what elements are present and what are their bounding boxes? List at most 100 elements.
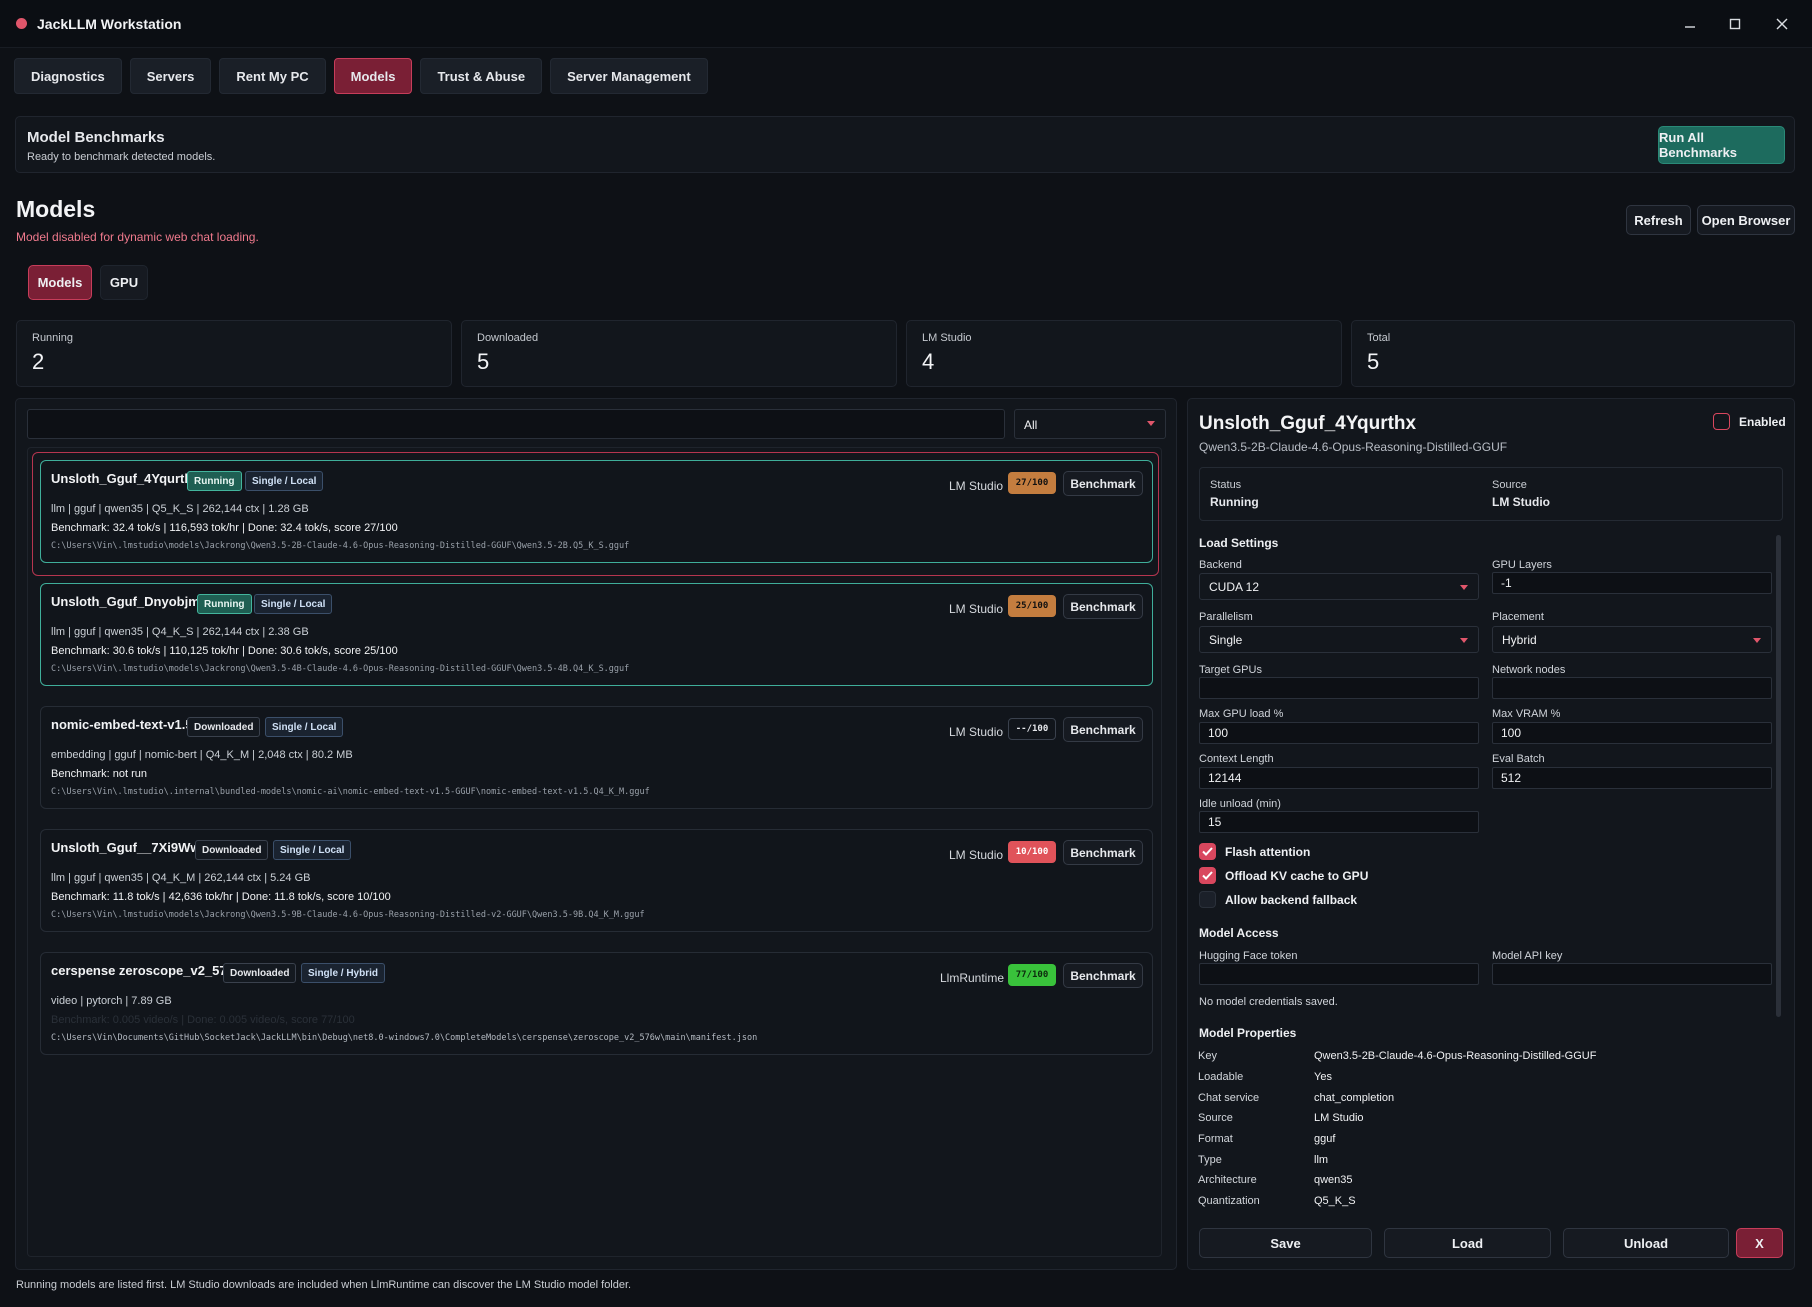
property-key: Format (1198, 1133, 1233, 1145)
checkbox-box[interactable] (1199, 891, 1216, 908)
model-path: C:\Users\Vin\.lmstudio\models\Jackrong\Q… (51, 664, 630, 674)
property-value: chat_completion (1314, 1092, 1395, 1104)
app-title: JackLLM Workstation (37, 15, 182, 32)
allow-fallback-label: Allow backend fallback (1225, 892, 1358, 907)
benchmark-button[interactable]: Benchmark (1063, 840, 1143, 865)
api-key-input[interactable] (1492, 963, 1772, 985)
max-vram-label: Max VRAM % (1492, 708, 1561, 720)
stat-label: Downloaded (477, 332, 539, 344)
minimize-icon[interactable] (1667, 0, 1713, 48)
benchmarks-status: Ready to benchmark detected models. (27, 151, 216, 163)
search-input[interactable] (27, 409, 1005, 439)
mode-badge: Single / Local (273, 840, 352, 860)
model-card[interactable]: Unsloth_Gguf_Dnyobjmd Running Single / L… (40, 583, 1153, 686)
offload-kv-checkbox[interactable]: Offload KV cache to GPU (1199, 867, 1368, 884)
property-key: Architecture (1198, 1174, 1257, 1186)
max-gpu-load-label: Max GPU load % (1199, 708, 1284, 720)
maximize-icon[interactable] (1712, 0, 1758, 48)
gpu-layers-input[interactable]: -1 (1492, 572, 1772, 594)
flash-attention-label: Flash attention (1225, 844, 1311, 859)
benchmark-button[interactable]: Benchmark (1063, 594, 1143, 619)
allow-fallback-checkbox[interactable]: Allow backend fallback (1199, 891, 1357, 908)
stat-value: 5 (477, 349, 490, 374)
model-card[interactable]: cerspense zeroscope_v2_576w Downloaded S… (40, 952, 1153, 1055)
checkbox-box[interactable] (1199, 867, 1216, 884)
benchmark-button[interactable]: Benchmark (1063, 717, 1143, 742)
model-name: nomic-embed-text-v1.5 (51, 717, 193, 732)
mode-badge: Single / Local (254, 594, 333, 614)
tab-servers[interactable]: Servers (129, 58, 212, 94)
mode-badge: Single / Hybrid (301, 963, 386, 983)
run-all-benchmarks-button[interactable]: Run All Benchmarks (1658, 126, 1785, 164)
page-title: Models (16, 196, 96, 222)
save-button[interactable]: Save (1199, 1228, 1372, 1258)
model-meta: llm | gguf | qwen35 | Q4_K_S | 262,144 c… (51, 626, 309, 638)
model-name: Unsloth_Gguf_Dnyobjmd (51, 594, 208, 609)
placement-select[interactable]: Hybrid (1492, 626, 1772, 653)
model-benchmark: Benchmark: 0.005 video/s | Done: 0.005 v… (51, 1014, 355, 1026)
mode-badge: Single / Local (245, 471, 324, 491)
title-bar: JackLLM Workstation (0, 0, 1812, 48)
chevron-down-icon (1147, 421, 1155, 426)
refresh-button[interactable]: Refresh (1626, 205, 1691, 235)
main-tabs: Diagnostics Servers Rent My PC Models Tr… (14, 58, 708, 94)
filter-select-value: All (1024, 418, 1038, 432)
tab-server-management[interactable]: Server Management (550, 58, 708, 94)
stat-lm-studio: LM Studio 4 (906, 320, 1342, 387)
max-gpu-load-input[interactable]: 100 (1199, 722, 1479, 744)
model-meta: video | pytorch | 7.89 GB (51, 995, 172, 1007)
model-meta: llm | gguf | qwen35 | Q4_K_M | 262,144 c… (51, 872, 311, 884)
target-gpus-input[interactable] (1199, 677, 1479, 699)
tab-diagnostics[interactable]: Diagnostics (14, 58, 122, 94)
model-name: Unsloth_Gguf__7Xi9Wwh (51, 840, 209, 855)
tab-rent-my-pc[interactable]: Rent My PC (219, 58, 326, 94)
chevron-down-icon (1460, 585, 1468, 590)
backend-select[interactable]: CUDA 12 (1199, 573, 1479, 600)
idle-unload-input[interactable]: 15 (1199, 811, 1479, 833)
benchmark-button[interactable]: Benchmark (1063, 963, 1143, 988)
tab-trust-abuse[interactable]: Trust & Abuse (420, 58, 543, 94)
benchmark-button[interactable]: Benchmark (1063, 471, 1143, 496)
context-length-input[interactable]: 12144 (1199, 767, 1479, 789)
placement-label: Placement (1492, 611, 1544, 623)
flash-attention-checkbox[interactable]: Flash attention (1199, 843, 1310, 860)
load-button[interactable]: Load (1384, 1228, 1551, 1258)
score-badge: 25/100 (1008, 595, 1056, 617)
parallelism-select[interactable]: Single (1199, 626, 1479, 653)
scrollbar[interactable] (1776, 535, 1781, 1017)
model-benchmark: Benchmark: 30.6 tok/s | 110,125 tok/hr |… (51, 645, 398, 657)
score-badge: 10/100 (1008, 841, 1056, 863)
model-path: C:\Users\Vin\.lmstudio\.internal\bundled… (51, 787, 650, 797)
stat-label: Total (1367, 332, 1391, 344)
model-card[interactable]: nomic-embed-text-v1.5 Downloaded Single … (40, 706, 1153, 809)
model-source: LM Studio (949, 848, 1004, 862)
subtab-models[interactable]: Models (28, 265, 92, 300)
property-value: Qwen3.5-2B-Claude-4.6-Opus-Reasoning-Dis… (1314, 1050, 1597, 1062)
subtab-gpu[interactable]: GPU (100, 265, 148, 300)
checkbox-box[interactable] (1713, 413, 1730, 430)
unload-button[interactable]: Unload (1563, 1228, 1729, 1258)
property-value: gguf (1314, 1133, 1336, 1145)
stat-value: 4 (922, 349, 935, 374)
model-card[interactable]: Unsloth_Gguf_4Yqurthx Running Single / L… (40, 460, 1153, 563)
close-detail-button[interactable]: X (1736, 1228, 1783, 1258)
status-badge: Downloaded (187, 717, 261, 737)
network-nodes-input[interactable] (1492, 677, 1772, 699)
score-badge: 27/100 (1008, 472, 1056, 494)
model-card[interactable]: Unsloth_Gguf__7Xi9Wwh Downloaded Single … (40, 829, 1153, 932)
eval-batch-label: Eval Batch (1492, 753, 1545, 765)
close-icon[interactable] (1759, 0, 1805, 48)
filter-select[interactable]: All (1014, 409, 1166, 439)
checkbox-box[interactable] (1199, 843, 1216, 860)
hf-token-input[interactable] (1199, 963, 1479, 985)
model-access-heading: Model Access (1199, 926, 1279, 940)
model-detail-panel (1187, 398, 1795, 1270)
property-key: Type (1198, 1154, 1222, 1166)
open-browser-button[interactable]: Open Browser (1697, 205, 1795, 235)
benchmarks-panel: Model Benchmarks Ready to benchmark dete… (15, 116, 1795, 173)
eval-batch-input[interactable]: 512 (1492, 767, 1772, 789)
model-list (27, 447, 1162, 1257)
tab-models[interactable]: Models (333, 58, 413, 94)
enabled-checkbox[interactable]: Enabled (1713, 413, 1786, 430)
max-vram-input[interactable]: 100 (1492, 722, 1772, 744)
